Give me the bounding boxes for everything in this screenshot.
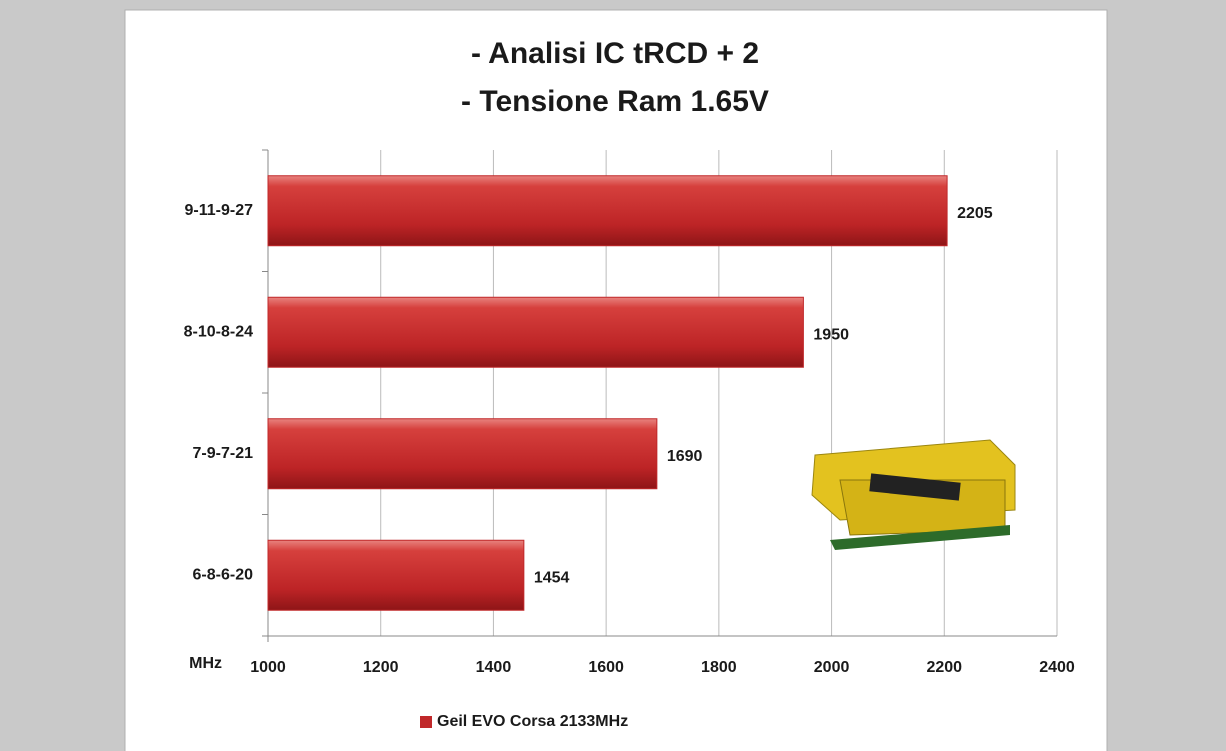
panel [124, 9, 1108, 751]
x-tick-label: 2200 [926, 659, 962, 676]
x-tick-label: 1200 [363, 659, 399, 676]
value-label: 1454 [534, 569, 570, 586]
x-tick-label: 1600 [588, 659, 624, 676]
bar [267, 418, 658, 490]
y-tick-label: 6-8-6-20 [193, 566, 254, 583]
bar [267, 296, 804, 368]
legend-label: Geil EVO Corsa 2133MHz [437, 713, 628, 730]
y-tick-label: 9-11-9-27 [185, 202, 254, 219]
y-tick-label: 7-9-7-21 [193, 445, 254, 462]
x-tick-label: 2400 [1039, 659, 1075, 676]
legend-swatch [420, 716, 432, 728]
bar [267, 175, 948, 247]
ram-image [811, 439, 1016, 550]
value-label: 1950 [813, 326, 849, 343]
value-label: 2205 [957, 205, 993, 222]
x-axis-label: MHz [189, 655, 222, 672]
value-label: 1690 [667, 448, 703, 465]
x-tick-label: 2000 [814, 659, 850, 676]
chart-title: - Analisi IC tRCD + 2 [471, 37, 759, 70]
x-tick-label: 1400 [476, 659, 512, 676]
chart-title: - Tensione Ram 1.65V [461, 85, 769, 118]
bar [267, 539, 525, 611]
y-tick-label: 8-10-8-24 [184, 323, 253, 340]
x-tick-label: 1800 [701, 659, 737, 676]
x-tick-label: 1000 [250, 659, 286, 676]
